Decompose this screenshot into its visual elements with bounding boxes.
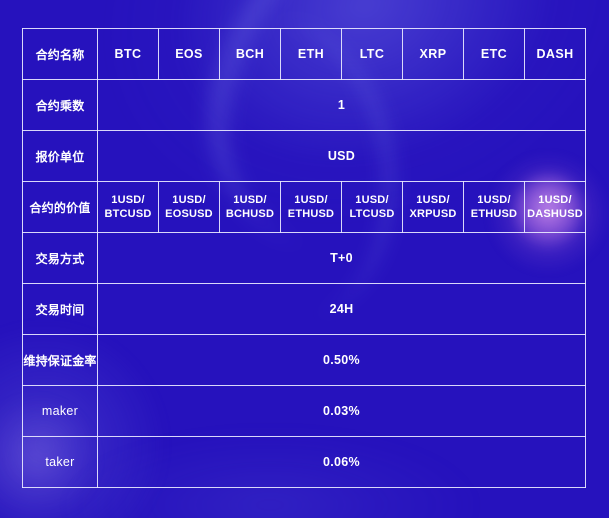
row-label-contract-value: 合约的价值 <box>22 181 98 233</box>
table-row: 维持保证金率 0.50% <box>22 334 586 386</box>
contract-value-xrp: 1USD/ XRPUSD <box>402 181 464 233</box>
contract-value-eth-line1: 1USD/ <box>294 193 328 206</box>
row-value-trading-mode: T+0 <box>97 232 586 284</box>
column-header-eth: ETH <box>280 28 342 80</box>
table-row: 合约的价值 1USD/ BTCUSD 1USD/ EOSUSD 1USD/ BC… <box>22 181 586 233</box>
column-header-btc: BTC <box>97 28 159 80</box>
contract-value-eos-line1: 1USD/ <box>172 193 206 206</box>
contract-value-dash: 1USD/ DASHUSD <box>524 181 586 233</box>
contract-value-xrp-line1: 1USD/ <box>416 193 450 206</box>
contract-value-ltc: 1USD/ LTCUSD <box>341 181 403 233</box>
row-value-contract-multiplier: 1 <box>97 79 586 131</box>
contract-value-ltc-line2: LTCUSD <box>349 208 395 220</box>
row-label-contract-name: 合约名称 <box>22 28 98 80</box>
row-label-maker: maker <box>22 385 98 437</box>
contract-value-eth-line2: ETHUSD <box>287 208 335 220</box>
table-row: 合约乘数 1 <box>22 79 586 131</box>
column-header-etc: ETC <box>463 28 525 80</box>
contract-value-etc: 1USD/ ETHUSD <box>463 181 525 233</box>
contract-value-btc-line1: 1USD/ <box>111 193 145 206</box>
column-header-bch: BCH <box>219 28 281 80</box>
table-row: 报价单位 USD <box>22 130 586 182</box>
table-row: maker 0.03% <box>22 385 586 437</box>
column-header-ltc: LTC <box>341 28 403 80</box>
contract-value-eos: 1USD/ EOSUSD <box>158 181 220 233</box>
row-label-trading-mode: 交易方式 <box>22 232 98 284</box>
row-value-taker-fee: 0.06% <box>97 436 586 488</box>
table-row: taker 0.06% <box>22 436 586 488</box>
row-value-maker-fee: 0.03% <box>97 385 586 437</box>
contract-value-btc-line2: BTCUSD <box>104 208 152 220</box>
contract-value-dash-line2: DASHUSD <box>527 208 583 220</box>
row-value-maintenance-margin-rate: 0.50% <box>97 334 586 386</box>
contract-spec-table: 合约名称 BTC EOS BCH ETH LTC XRP ETC DASH 合约… <box>22 28 586 488</box>
table-row: 交易方式 T+0 <box>22 232 586 284</box>
contract-value-bch-line2: BCHUSD <box>225 208 275 220</box>
table-row: 合约名称 BTC EOS BCH ETH LTC XRP ETC DASH <box>22 28 586 80</box>
contract-value-bch-line1: 1USD/ <box>233 193 267 206</box>
row-value-quote-unit: USD <box>97 130 586 182</box>
contract-value-ltc-line1: 1USD/ <box>355 193 389 206</box>
contract-value-etc-line2: ETHUSD <box>470 208 518 220</box>
row-value-trading-hours: 24H <box>97 283 586 335</box>
row-label-maintenance-margin-rate: 维持保证金率 <box>22 334 98 386</box>
column-header-eos: EOS <box>158 28 220 80</box>
row-label-contract-multiplier: 合约乘数 <box>22 79 98 131</box>
row-label-trading-hours: 交易时间 <box>22 283 98 335</box>
contract-value-xrp-line2: XRPUSD <box>409 208 457 220</box>
column-header-dash: DASH <box>524 28 586 80</box>
contract-value-dash-line1: 1USD/ <box>538 193 572 206</box>
contract-value-eos-line2: EOSUSD <box>165 208 213 220</box>
contract-value-btc: 1USD/ BTCUSD <box>97 181 159 233</box>
row-label-quote-unit: 报价单位 <box>22 130 98 182</box>
contract-value-eth: 1USD/ ETHUSD <box>280 181 342 233</box>
table-row: 交易时间 24H <box>22 283 586 335</box>
row-label-taker: taker <box>22 436 98 488</box>
column-header-xrp: XRP <box>402 28 464 80</box>
contract-value-etc-line1: 1USD/ <box>477 193 511 206</box>
contract-value-bch: 1USD/ BCHUSD <box>219 181 281 233</box>
